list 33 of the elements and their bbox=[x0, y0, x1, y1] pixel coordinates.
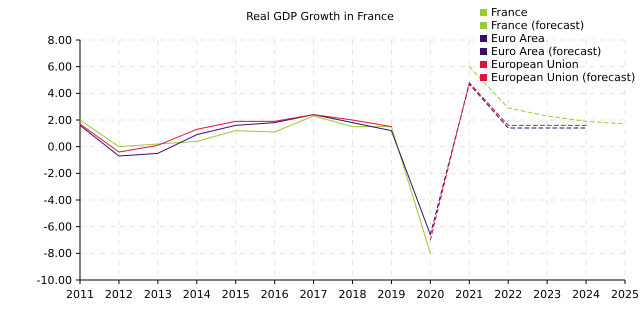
x-tick-label: 2024 bbox=[572, 288, 600, 301]
y-tick-label: -8.00 bbox=[44, 247, 72, 260]
legend-label: European Union (forecast) bbox=[491, 71, 636, 84]
x-tick-label: 2018 bbox=[338, 288, 366, 301]
y-tick-label: -6.00 bbox=[44, 220, 72, 234]
x-tick-label: 2022 bbox=[494, 288, 522, 301]
x-tick-label: 2013 bbox=[144, 288, 172, 301]
x-tick-label: 2020 bbox=[416, 288, 444, 301]
x-tick-label: 2025 bbox=[611, 288, 639, 301]
legend-label: European Union bbox=[491, 58, 579, 71]
x-tick-label: 2014 bbox=[182, 288, 211, 301]
legend-label: France bbox=[491, 6, 528, 19]
chart-title: Real GDP Growth in France bbox=[246, 10, 394, 23]
x-tick-label: 2023 bbox=[533, 288, 562, 301]
x-tick-label: 2021 bbox=[455, 288, 484, 301]
y-tick-label: 6.00 bbox=[48, 60, 72, 74]
y-tick-label: 4.00 bbox=[48, 87, 72, 100]
y-tick-label: -10.00 bbox=[36, 274, 72, 287]
legend-label: Euro Area (forecast) bbox=[491, 45, 602, 58]
x-tick-label: 2019 bbox=[377, 288, 406, 301]
y-tick-label: -2.00 bbox=[44, 167, 72, 180]
x-tick-label: 2012 bbox=[104, 288, 133, 301]
legend-label: France (forecast) bbox=[491, 19, 584, 32]
x-tick-label: 2017 bbox=[300, 288, 328, 301]
x-tick-label: 2015 bbox=[222, 288, 250, 301]
y-tick-label: -4.00 bbox=[44, 194, 72, 207]
legend-label: Euro Area bbox=[491, 32, 545, 45]
y-tick-label: 0.00 bbox=[48, 140, 72, 154]
x-tick-label: 2011 bbox=[66, 288, 94, 301]
x-tick-label: 2016 bbox=[260, 288, 289, 301]
y-tick-label: 8.00 bbox=[48, 34, 72, 47]
y-tick-label: 2.00 bbox=[48, 114, 72, 127]
line-series bbox=[80, 114, 392, 152]
